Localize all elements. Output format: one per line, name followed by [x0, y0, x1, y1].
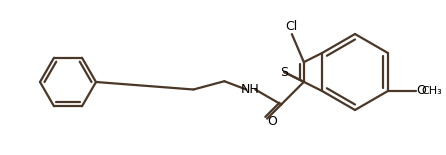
Text: Cl: Cl: [286, 20, 298, 33]
Text: CH₃: CH₃: [421, 86, 442, 96]
Text: O: O: [416, 84, 426, 97]
Text: O: O: [267, 115, 277, 128]
Text: S: S: [280, 66, 288, 78]
Text: NH: NH: [241, 83, 260, 96]
